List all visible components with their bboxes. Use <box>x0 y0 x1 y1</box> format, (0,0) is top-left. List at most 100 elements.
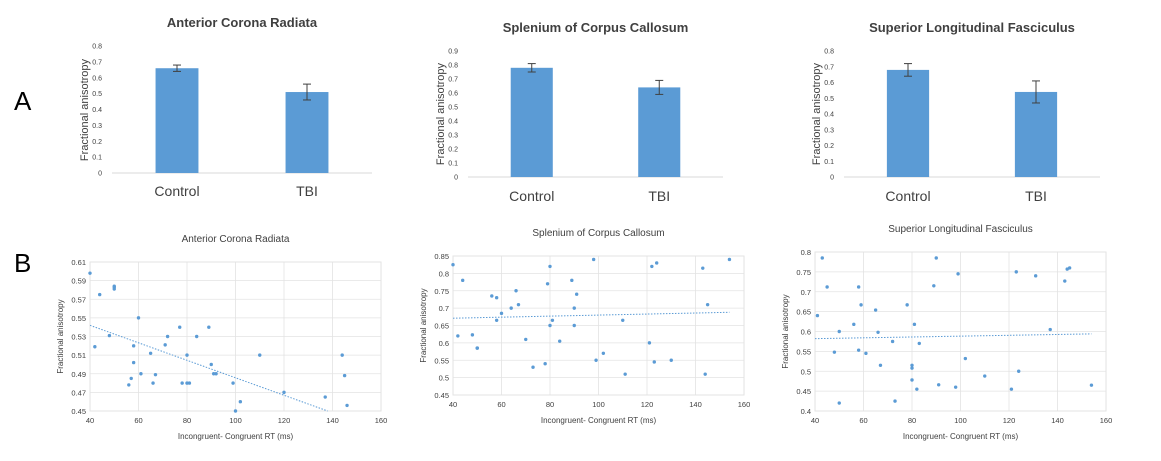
trend-line <box>89 324 328 412</box>
data-point <box>514 289 518 293</box>
x-tick-label: 140 <box>689 400 702 409</box>
data-point <box>548 264 552 269</box>
data-point <box>572 323 576 328</box>
data-point <box>93 345 97 349</box>
x-tick-label: 120 <box>641 400 654 409</box>
y-tick-label: 0.45 <box>796 387 811 396</box>
y-tick-label: 0.4 <box>824 112 834 119</box>
data-point <box>574 292 579 296</box>
y-tick-label: 0.5 <box>801 367 811 376</box>
data-point <box>558 339 562 343</box>
x-tick-label: 40 <box>811 416 819 425</box>
data-point <box>238 399 243 404</box>
y-tick-label: 0.6 <box>824 80 834 87</box>
data-point <box>623 372 627 376</box>
y-tick-label: 0.49 <box>71 370 86 379</box>
data-point <box>1048 327 1052 332</box>
data-point <box>859 303 863 307</box>
y-tick-label: 0.5 <box>824 96 834 103</box>
data-point <box>825 285 829 289</box>
data-point <box>127 383 131 387</box>
y-tick-label: 0.8 <box>448 63 458 70</box>
data-point <box>548 323 552 328</box>
data-point <box>621 318 625 322</box>
y-tick-label: 0.75 <box>796 268 811 277</box>
data-point <box>509 306 513 310</box>
y-tick-label: 0.55 <box>71 314 86 323</box>
data-point <box>650 264 654 269</box>
data-point <box>211 372 216 376</box>
data-point <box>180 381 184 385</box>
data-point <box>345 403 349 408</box>
data-point <box>470 333 475 337</box>
bar-chart-2: Splenium of Corpus Callosum 0 0.1 0.2 0.3 0.4… <box>435 20 723 204</box>
data-point <box>494 296 499 300</box>
bar-chart-title: Anterior Corona Radiata <box>167 15 318 30</box>
data-point <box>195 334 199 339</box>
x-tick-label: 120 <box>1003 416 1016 425</box>
data-point <box>323 395 327 399</box>
y-tick-label: 0.4 <box>92 107 102 114</box>
bar-control <box>155 68 199 173</box>
scatter-title: Splenium of Corpus Callosum <box>532 228 664 239</box>
y-tick-label: 0.8 <box>824 49 834 56</box>
y-tick-label: 0.9 <box>448 49 458 56</box>
y-tick-label: 0.3 <box>92 123 102 130</box>
y-axis-label: Fractional anisotropy <box>811 62 823 165</box>
bar-chart-3: Superior Longitudinal Fasciculus 0 0.1 0.2 0… <box>811 20 1100 204</box>
y-axis-label: Fractional anisotropy <box>79 58 91 161</box>
data-point <box>703 372 707 376</box>
x-axis-label: Incongruent- Congruent RT (ms) <box>541 416 657 425</box>
y-tick-label: 0.51 <box>71 351 86 360</box>
data-point <box>1033 274 1038 278</box>
data-point <box>187 381 192 385</box>
y-tick-label: 0.4 <box>448 119 458 126</box>
y-axis-label: Fractional anisotropy <box>435 62 447 165</box>
data-point <box>499 311 504 316</box>
data-point <box>524 337 528 342</box>
scatter-chart-3: 0.4 0.45 0.5 0.55 0.6 0.65 0.7 0.75 0.8 40 60 80 100… <box>781 224 1112 441</box>
x-axis-label: Incongruent- Congruent RT (ms) <box>178 432 294 441</box>
data-point <box>1017 369 1021 373</box>
data-point <box>893 399 897 403</box>
scatter-chart-2: 0.45 0.5 0.55 0.6 0.65 0.7 0.75 0.8 0.85 40 60 80 10… <box>419 228 750 425</box>
y-tick-label: 0.3 <box>824 127 834 134</box>
data-point <box>231 381 235 385</box>
y-tick-label: 0.59 <box>71 277 86 286</box>
bar-control <box>510 67 553 177</box>
bar-chart-1: Anterior Corona Radiata 0 0.1 0.2 0.3 0.4 0.5 0… <box>79 15 372 199</box>
y-tick-label: 0.6 <box>801 328 811 337</box>
data-point <box>153 372 158 377</box>
data-point <box>494 318 499 322</box>
x-tick-label: 40 <box>449 400 457 409</box>
y-tick-label: 0.45 <box>71 407 86 416</box>
data-point <box>185 381 189 385</box>
category-label: TBI <box>296 183 318 199</box>
y-tick-label: 0.57 <box>71 295 86 304</box>
data-point <box>953 385 958 389</box>
x-tick-label: 120 <box>278 416 291 425</box>
data-point <box>934 256 938 260</box>
x-tick-label: 80 <box>183 416 191 425</box>
data-point <box>915 387 919 391</box>
data-point <box>878 363 883 367</box>
x-tick-label: 100 <box>229 416 242 425</box>
data-point <box>233 409 238 413</box>
data-point <box>165 334 170 339</box>
data-point <box>864 351 868 356</box>
x-tick-label: 140 <box>326 416 339 425</box>
data-point <box>88 271 92 275</box>
data-point <box>837 401 841 405</box>
data-point <box>572 306 576 310</box>
data-point <box>647 341 652 345</box>
y-tick-label: 0.8 <box>92 44 102 51</box>
data-point <box>185 353 189 357</box>
panel-label-b: B <box>14 248 32 278</box>
bar-tbi <box>638 87 681 177</box>
data-point <box>701 266 705 270</box>
y-tick-label: 0.1 <box>824 159 834 166</box>
data-point <box>832 350 837 354</box>
x-tick-label: 40 <box>86 416 94 425</box>
data-point <box>856 285 861 289</box>
